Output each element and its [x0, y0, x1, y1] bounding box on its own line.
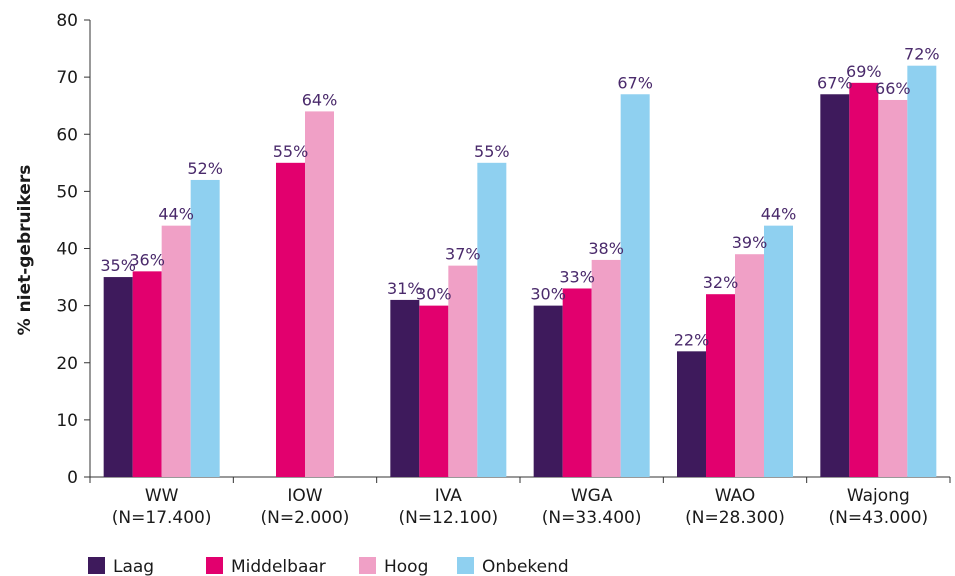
data-label: 39%	[732, 233, 768, 252]
bar	[849, 82, 879, 478]
legend-label: Middelbaar	[231, 557, 326, 576]
y-tick-label: 10	[56, 411, 78, 431]
legend-swatch	[457, 557, 474, 574]
data-label: 31%	[387, 279, 423, 298]
legend-swatch	[359, 557, 376, 574]
legend-label: Laag	[113, 557, 154, 576]
bar	[677, 351, 706, 477]
bar	[132, 271, 162, 477]
data-label: 67%	[617, 73, 653, 92]
y-tick-label: 30	[56, 297, 78, 317]
data-label: 37%	[445, 245, 481, 264]
data-label: 55%	[273, 142, 309, 161]
bar	[764, 225, 793, 477]
data-label: 22%	[674, 330, 710, 349]
legend-item: Laag	[88, 557, 154, 576]
x-axis-categories: WW(N=17.400) IOW(N=2.000) IVA(N=12.100) WGA…	[89, 477, 951, 528]
legend-swatch	[88, 557, 105, 574]
x-category-label: (N=12.100)	[398, 508, 498, 528]
y-tick-label: 20	[56, 354, 78, 374]
data-label: 44%	[761, 205, 797, 224]
bar	[190, 179, 220, 477]
x-category-label: WGA	[571, 486, 613, 506]
x-category-label: (N=2.000)	[261, 508, 350, 528]
bar	[562, 288, 592, 477]
bar	[448, 265, 478, 477]
legend-label: Hoog	[384, 557, 428, 576]
bar	[419, 305, 449, 477]
y-axis-ticks: 0 10 20 30 40 50 60 70 80	[56, 11, 90, 488]
x-category-label: (N=28.300)	[685, 508, 785, 528]
bar	[591, 259, 621, 477]
bars	[103, 65, 937, 478]
x-category-label: WAO	[715, 486, 756, 506]
legend-item: Onbekend	[457, 557, 569, 576]
bar	[735, 254, 764, 477]
data-label: 64%	[302, 90, 338, 109]
data-label: 33%	[559, 267, 595, 286]
y-tick-label: 40	[56, 240, 78, 260]
data-label: 52%	[187, 159, 223, 178]
bar	[305, 111, 334, 478]
x-category-label: WW	[145, 486, 179, 506]
y-tick-label: 60	[56, 125, 78, 145]
data-label: 30%	[416, 285, 452, 304]
bar	[620, 94, 650, 477]
y-axis-label: % niet-gebruikers	[15, 165, 35, 336]
data-label: 66%	[875, 79, 911, 98]
bar	[276, 162, 305, 477]
legend-swatch	[206, 557, 223, 574]
data-label: 38%	[588, 239, 624, 258]
y-tick-label: 50	[56, 182, 78, 202]
legend-item: Hoog	[359, 557, 428, 576]
y-tick-label: 80	[56, 11, 78, 31]
x-category-label: Wajong	[847, 486, 910, 506]
bar	[390, 299, 420, 477]
data-label: 30%	[530, 285, 566, 304]
data-label: 32%	[703, 273, 739, 292]
data-label: 67%	[817, 73, 853, 92]
x-category-label: IOW	[287, 486, 322, 506]
data-label: 69%	[846, 62, 882, 81]
y-tick-label: 70	[56, 68, 78, 88]
data-label: 72%	[904, 45, 940, 64]
bar	[706, 294, 735, 477]
data-label: 35%	[100, 256, 136, 275]
x-category-label: (N=33.400)	[542, 508, 642, 528]
data-label: 44%	[158, 205, 194, 224]
bar	[820, 94, 850, 477]
legend-label: Onbekend	[482, 557, 569, 576]
legend: Laag Middelbaar Hoog Onbekend	[88, 557, 569, 576]
bar	[878, 99, 908, 477]
data-label: 36%	[129, 250, 165, 269]
x-category-label: IVA	[435, 486, 463, 506]
x-category-label: (N=17.400)	[112, 508, 212, 528]
y-tick-label: 0	[67, 468, 78, 488]
x-category-label: (N=43.000)	[828, 508, 928, 528]
data-label: 55%	[474, 142, 510, 161]
bar	[161, 225, 191, 477]
legend-item: Middelbaar	[206, 557, 326, 576]
bar	[907, 65, 937, 477]
bar	[477, 162, 507, 477]
bar	[533, 305, 563, 477]
bar	[103, 277, 133, 477]
data-labels: 35%36%44%52%55%64%31%30%37%55%30%33%38%6…	[100, 45, 939, 350]
